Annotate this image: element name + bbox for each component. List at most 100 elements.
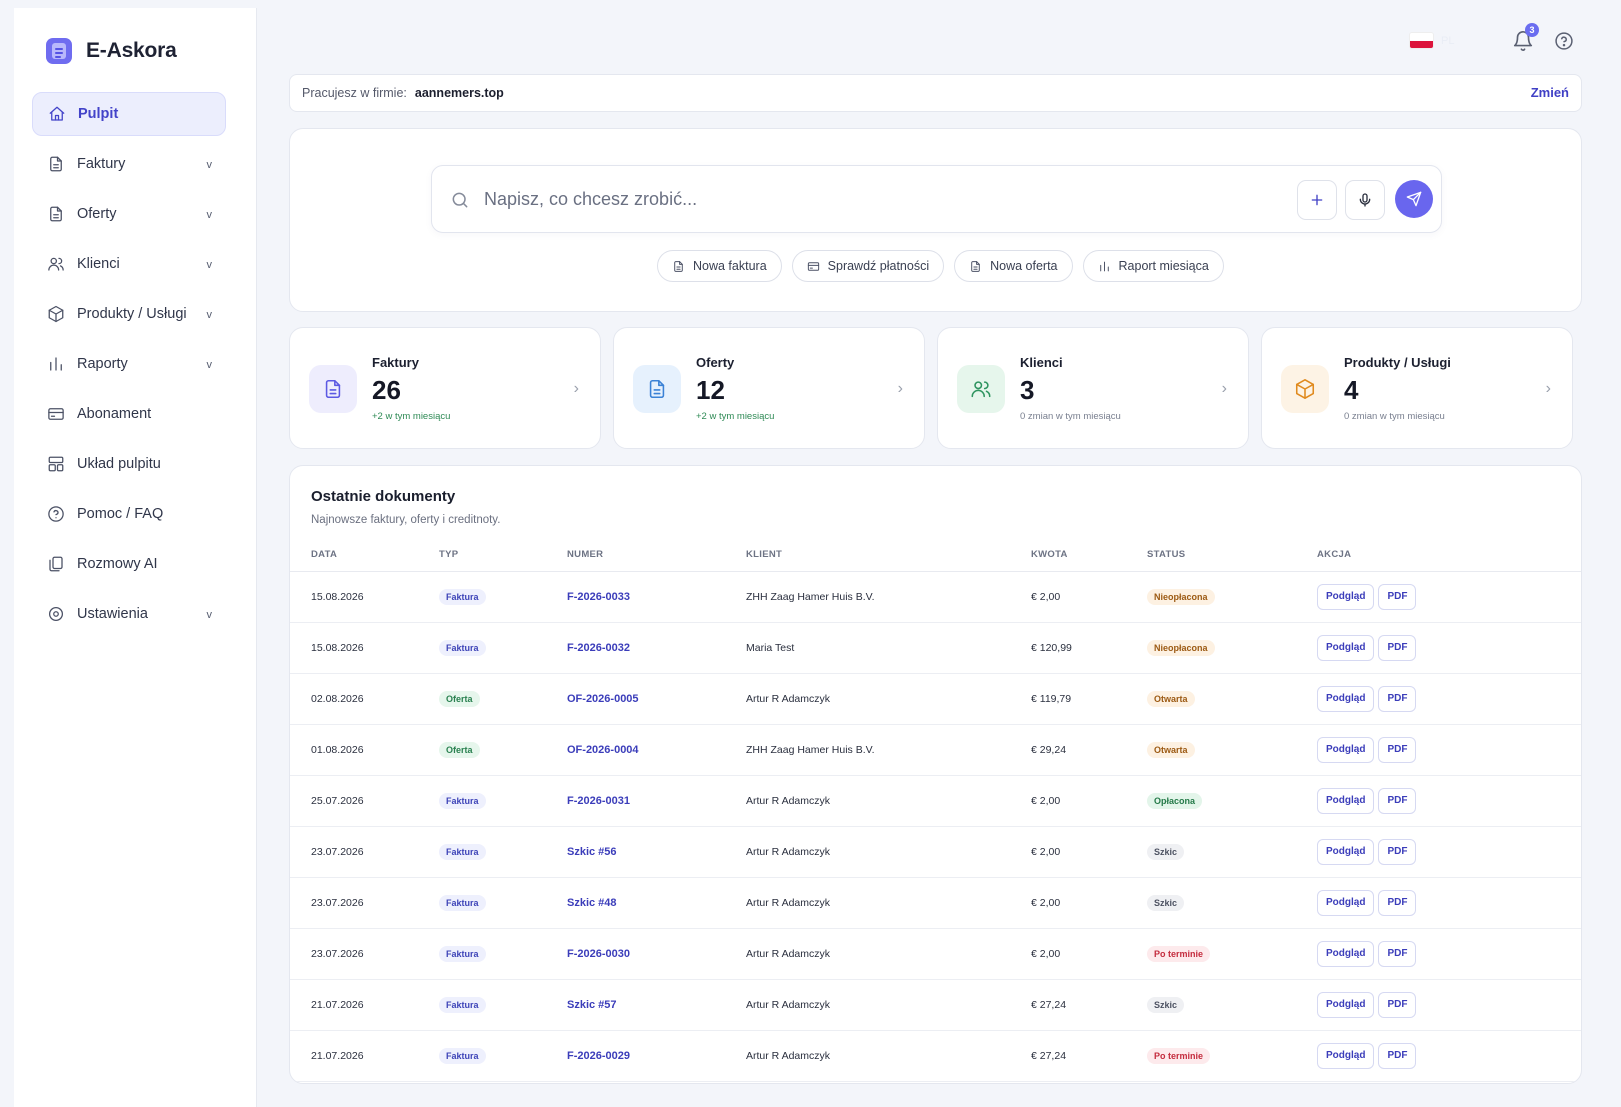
help-icon[interactable] [1554, 31, 1574, 51]
cell-status: Opłacona [1147, 775, 1317, 827]
stat-change: +2 w tym miesiącu [696, 411, 775, 422]
pdf-button[interactable]: PDF [1378, 1042, 1417, 1069]
document-number-link[interactable]: F-2026-0030 [567, 947, 630, 960]
document-icon [672, 260, 685, 273]
cell-type: Faktura [439, 622, 567, 674]
document-icon [969, 260, 982, 273]
document-number-link[interactable]: F-2026-0029 [567, 1049, 630, 1062]
document-icon [633, 365, 681, 413]
status-badge: Po terminie [1147, 1047, 1211, 1064]
sidebar-item-raporty[interactable]: Raporty v [32, 342, 226, 386]
pdf-button[interactable]: PDF [1378, 940, 1417, 967]
cell-amount: € 2,00 [1031, 826, 1147, 878]
sidebar-item-label: Rozmowy AI [77, 556, 158, 572]
pdf-button[interactable]: PDF [1378, 991, 1417, 1018]
quick-action-label: Nowa oferta [990, 259, 1058, 273]
stat-card[interactable]: Oferty 12 +2 w tym miesiącu › [613, 327, 925, 449]
app-logo[interactable]: E-Askora [46, 38, 177, 64]
table-row: 23.07.2026 Faktura F-2026-0030 Artur R Adam… [290, 928, 1581, 980]
stat-title: Oferty [696, 355, 735, 370]
quick-action-label: Sprawdź płatności [827, 259, 930, 273]
preview-button[interactable]: Podgląd [1317, 940, 1375, 967]
voice-input-button[interactable] [1345, 180, 1385, 220]
preview-button[interactable]: Podgląd [1317, 838, 1375, 865]
language-label[interactable]: PL [1441, 35, 1455, 47]
document-number-link[interactable]: OF-2026-0005 [567, 692, 639, 705]
document-number-link[interactable]: Szkic #57 [567, 998, 617, 1011]
preview-button[interactable]: Podgląd [1317, 787, 1375, 814]
table-row: 01.08.2026 Oferta OF-2026-0004 ZHH Zaag Ham… [290, 724, 1581, 776]
chevron-right-icon: › [897, 380, 903, 397]
column-header: KWOTA [1031, 539, 1147, 572]
quick-action-chip[interactable]: Nowa oferta [954, 250, 1073, 282]
sidebar-item-rozmowy-ai[interactable]: Rozmowy AI [32, 542, 226, 586]
preview-button[interactable]: Podgląd [1317, 685, 1375, 712]
change-company-link[interactable]: Zmień [1530, 85, 1569, 100]
cell-status: Otwarta [1147, 724, 1317, 776]
language-flag-icon[interactable] [1409, 32, 1434, 49]
preview-button[interactable]: Podgląd [1317, 889, 1375, 916]
stat-card[interactable]: Produkty / Usługi 4 0 zmian w tym miesiącu… [1261, 327, 1573, 449]
sidebar-item-ustawienia[interactable]: Ustawienia v [32, 592, 226, 636]
pdf-button[interactable]: PDF [1378, 685, 1417, 712]
table-row: 23.07.2026 Faktura Szkic #56 Artur R Adamcz… [290, 826, 1581, 878]
ai-prompt-input[interactable] [484, 184, 1244, 214]
status-badge: Szkic [1147, 996, 1185, 1013]
preview-button[interactable]: Podgląd [1317, 1042, 1375, 1069]
send-button[interactable] [1395, 180, 1433, 218]
pdf-button[interactable]: PDF [1378, 736, 1417, 763]
sidebar-item-pomoc-faq[interactable]: Pomoc / FAQ [32, 492, 226, 536]
cell-number: F-2026-0032 [567, 622, 746, 674]
preview-button[interactable]: Podgląd [1317, 736, 1375, 763]
cell-number: Szkic #48 [567, 877, 746, 929]
sidebar-item-klienci[interactable]: Klienci v [32, 242, 226, 286]
stat-card[interactable]: Faktury 26 +2 w tym miesiącu › [289, 327, 601, 449]
type-badge: Faktura [439, 945, 486, 962]
type-badge: Faktura [439, 1047, 486, 1064]
document-icon [47, 205, 65, 223]
cell-amount: € 2,00 [1031, 877, 1147, 929]
pdf-button[interactable]: PDF [1378, 889, 1417, 916]
pdf-button[interactable]: PDF [1378, 634, 1417, 661]
cell-number: Szkic #56 [567, 826, 746, 878]
quick-action-chip[interactable]: Nowa faktura [657, 250, 782, 282]
sidebar-item-label: Produkty / Usługi [77, 306, 187, 322]
document-number-link[interactable]: F-2026-0033 [567, 590, 630, 603]
cell-status: Szkic [1147, 877, 1317, 929]
document-number-link[interactable]: F-2026-0032 [567, 641, 630, 654]
pdf-button[interactable]: PDF [1378, 787, 1417, 814]
cell-date: 21.07.2026 [290, 1030, 439, 1082]
quick-action-chip[interactable]: Sprawdź płatności [791, 250, 945, 282]
type-badge: Oferta [439, 741, 480, 758]
document-number-link[interactable]: OF-2026-0004 [567, 743, 639, 756]
type-badge: Oferta [439, 690, 480, 707]
preview-button[interactable]: Podgląd [1317, 634, 1375, 661]
preview-button[interactable]: Podgląd [1317, 991, 1375, 1018]
pdf-button[interactable]: PDF [1378, 583, 1417, 610]
sidebar-item-pulpit[interactable]: Pulpit [32, 92, 226, 136]
document-number-link[interactable]: Szkic #48 [567, 896, 617, 909]
quick-action-chip[interactable]: Raport miesiąca [1082, 250, 1224, 282]
cell-actions: Podgląd PDF [1317, 775, 1581, 827]
cell-amount: € 27,24 [1031, 1030, 1147, 1082]
company-label: Pracujesz w firmie: [302, 86, 407, 100]
cell-date: 23.07.2026 [290, 928, 439, 980]
company-bar: Pracujesz w firmie: aannemers.top Zmień [289, 74, 1582, 112]
preview-button[interactable]: Podgląd [1317, 583, 1375, 610]
document-number-link[interactable]: F-2026-0031 [567, 794, 630, 807]
bell-icon[interactable] [1512, 30, 1534, 52]
status-badge: Po terminie [1147, 945, 1211, 962]
attach-button[interactable] [1297, 180, 1337, 220]
sidebar-item-oferty[interactable]: Oferty v [32, 192, 226, 236]
column-header: DATA [290, 539, 439, 572]
document-number-link[interactable]: Szkic #56 [567, 845, 617, 858]
pdf-button[interactable]: PDF [1378, 838, 1417, 865]
sidebar-item-układ-pulpitu[interactable]: Układ pulpitu [32, 442, 226, 486]
stat-card[interactable]: Klienci 3 0 zmian w tym miesiącu › [937, 327, 1249, 449]
sidebar-item-abonament[interactable]: Abonament [32, 392, 226, 436]
recent-documents-panel: Ostatnie dokumenty Najnowsze faktury, of… [289, 465, 1582, 1084]
cell-actions: Podgląd PDF [1317, 1030, 1581, 1082]
sidebar-item-produkty-usługi[interactable]: Produkty / Usługi v [32, 292, 226, 336]
type-badge: Faktura [439, 996, 486, 1013]
sidebar-item-faktury[interactable]: Faktury v [32, 142, 226, 186]
